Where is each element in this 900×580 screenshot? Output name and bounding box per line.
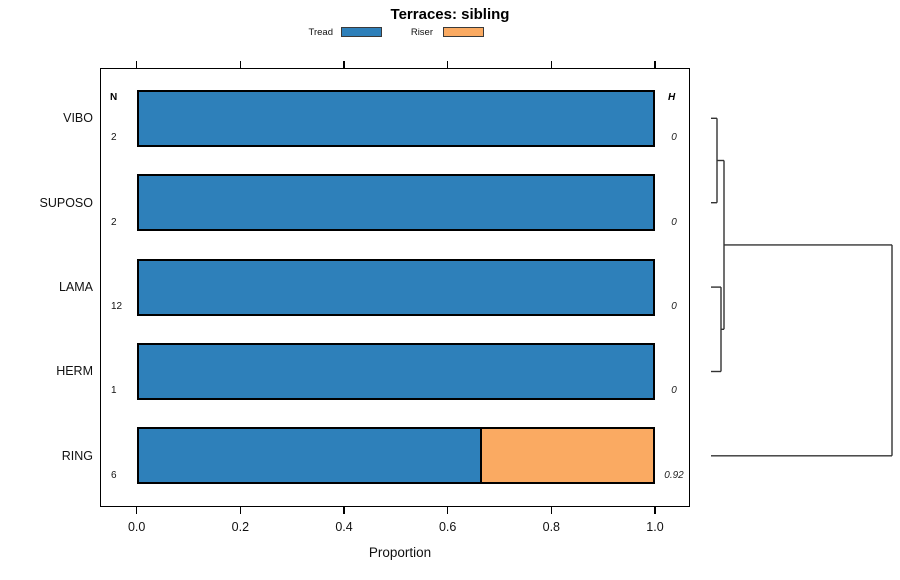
x-axis-top-tick [550,61,553,68]
bar-row-suposo [136,174,655,232]
x-axis-top-tick [239,61,242,68]
x-axis-top-tick [654,61,656,68]
bar-segment-tread [138,176,653,230]
legend-label-tread: Tread [308,27,333,38]
bar-row-herm [136,342,655,400]
x-axis-tick-label: 0.6 [438,520,457,534]
bar-row-lama [136,258,655,316]
x-axis-tick-label: 1.0 [646,520,664,534]
row-label-lama: LAMA [58,280,93,295]
h-value: 0 [671,216,677,228]
h-value: 0 [671,301,677,313]
x-axis-tick [446,507,449,514]
bar-row-vibo [136,89,655,147]
x-axis-tick [239,507,242,514]
x-axis-tick-label: 0.0 [127,520,146,534]
legend-label-riser: Riser [410,27,433,38]
n-value: 2 [111,132,117,144]
x-axis-top-tick [135,61,138,68]
row-label-vibo: VIBO [63,111,93,126]
n-value: 1 [111,385,117,397]
x-axis-tick [550,507,553,514]
n-value: 2 [111,216,117,228]
n-value: 12 [111,301,123,313]
bar-segment-tread [138,260,653,314]
bar-segment-tread [138,91,653,145]
legend-swatch-tread [341,27,382,37]
x-axis-tick [135,507,138,514]
bar-segment-riser [482,429,653,483]
plot-area-frame [100,68,690,507]
x-axis-tick-label: 0.8 [542,520,561,534]
x-axis-tick-label: 0.4 [335,520,353,534]
row-label-ring: RING [61,448,93,463]
chart-title: Terraces: sibling [390,6,510,23]
x-axis-tick [654,507,656,514]
bar-segment-tread [138,429,483,483]
x-axis-tick [343,507,345,514]
h-value: 0.92 [664,469,684,481]
legend-swatch-riser [443,27,484,37]
bar-segment-tread [138,344,653,398]
row-label-herm: HERM [56,364,93,379]
n-value: 6 [111,469,117,481]
bar-row-ring [136,427,655,485]
x-axis-title: Proportion [368,545,432,560]
row-label-suposo: SUPOSO [39,195,94,210]
n-column-header: N [110,92,118,103]
h-value: 0 [671,132,677,144]
h-column-header: H [668,92,676,103]
x-axis-top-tick [446,61,449,68]
x-axis-top-tick [343,61,345,68]
h-value: 0 [671,385,677,397]
x-axis-tick-label: 0.2 [231,520,250,534]
